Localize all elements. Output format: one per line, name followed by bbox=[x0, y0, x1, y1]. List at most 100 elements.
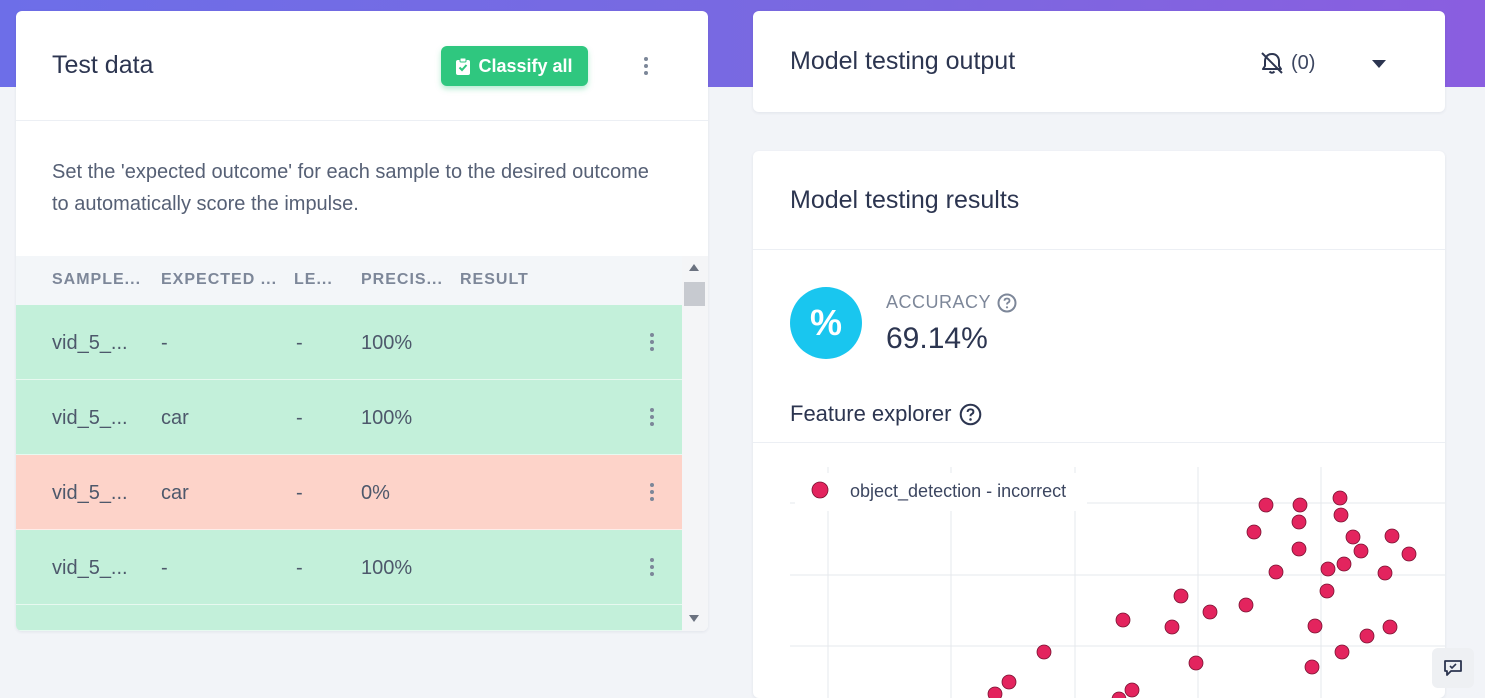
table-row[interactable]: vid_5_... car - 100% bbox=[16, 380, 682, 455]
table-header: SAMPLE... EXPECTED ... LE... PRECIS... R… bbox=[16, 256, 682, 305]
column-header-result[interactable]: RESULT bbox=[460, 271, 529, 288]
chart-legend: object_detection - incorrect bbox=[795, 473, 1087, 511]
table-scrollbar[interactable] bbox=[682, 256, 708, 631]
cell-length: - bbox=[296, 482, 303, 504]
scatter-point[interactable] bbox=[1384, 528, 1400, 544]
feedback-button[interactable] bbox=[1432, 648, 1474, 688]
cell-precision: 100% bbox=[361, 407, 413, 429]
column-header-length[interactable]: LE... bbox=[294, 271, 333, 288]
scatter-point[interactable] bbox=[1291, 541, 1307, 557]
scatter-point[interactable] bbox=[1173, 588, 1189, 604]
scatter-point[interactable] bbox=[1359, 628, 1375, 644]
model-testing-results-panel: Model testing results % ACCURACY 69.14% … bbox=[753, 151, 1445, 698]
scroll-up-icon[interactable] bbox=[689, 264, 699, 271]
classify-all-label: Classify all bbox=[478, 55, 573, 76]
notification-count: (0) bbox=[1291, 52, 1316, 74]
cell-expected: - bbox=[161, 557, 168, 579]
accuracy-label-row: ACCURACY bbox=[886, 292, 1017, 313]
caret-down-icon[interactable] bbox=[1372, 60, 1386, 68]
scatter-point[interactable] bbox=[1188, 655, 1204, 671]
cell-precision: 100% bbox=[361, 332, 413, 354]
cell-precision: 100% bbox=[361, 557, 413, 579]
accuracy-value: 69.14% bbox=[886, 322, 988, 355]
table-row[interactable]: vid_5_... - - 100% bbox=[16, 305, 682, 380]
scatter-point[interactable] bbox=[1307, 618, 1323, 634]
cell-expected: - bbox=[161, 332, 168, 354]
row-menu-icon[interactable] bbox=[642, 481, 662, 503]
model-testing-output-panel: Model testing output (0) bbox=[753, 11, 1445, 112]
row-menu-icon[interactable] bbox=[642, 406, 662, 428]
scatter-point[interactable] bbox=[1333, 507, 1349, 523]
question-circle-icon[interactable] bbox=[959, 403, 982, 426]
scatter-point[interactable] bbox=[1001, 674, 1017, 690]
scatter-point[interactable] bbox=[1238, 597, 1254, 613]
scatter-point[interactable] bbox=[1334, 644, 1350, 660]
scatter-point[interactable] bbox=[1291, 514, 1307, 530]
scatter-point[interactable] bbox=[1292, 497, 1308, 513]
test-data-header: Test data Classify all bbox=[16, 11, 708, 121]
scatter-point[interactable] bbox=[1382, 619, 1398, 635]
row-menu-icon[interactable] bbox=[642, 556, 662, 578]
cell-sample: vid_5_... bbox=[52, 407, 128, 429]
scatter-point[interactable] bbox=[1111, 691, 1127, 698]
feature-explorer-title-row: Feature explorer bbox=[790, 401, 982, 427]
table-row[interactable]: vid_5_... car - 0% bbox=[16, 455, 682, 530]
cell-sample: vid_5_... bbox=[52, 557, 128, 579]
cell-length: - bbox=[296, 557, 303, 579]
cell-expected: car bbox=[161, 407, 189, 429]
table-row[interactable]: vid_5_... - - 100% bbox=[16, 530, 682, 605]
row-menu-icon[interactable] bbox=[642, 331, 662, 353]
scatter-point[interactable] bbox=[1320, 561, 1336, 577]
scatter-point[interactable] bbox=[1336, 556, 1352, 572]
scatter-point[interactable] bbox=[987, 686, 1003, 698]
accuracy-label: ACCURACY bbox=[886, 292, 992, 312]
model-testing-results-title: Model testing results bbox=[790, 186, 1020, 214]
scatter-point[interactable] bbox=[1246, 524, 1262, 540]
model-testing-results-header: Model testing results bbox=[753, 151, 1445, 250]
scatter-point[interactable] bbox=[1115, 612, 1131, 628]
test-data-description: Set the 'expected outcome' for each samp… bbox=[52, 161, 649, 215]
scatter-point[interactable] bbox=[1353, 543, 1369, 559]
scroll-down-icon[interactable] bbox=[689, 615, 699, 622]
cell-precision: 0% bbox=[361, 482, 390, 504]
legend-background bbox=[795, 473, 1087, 511]
scatter-point[interactable] bbox=[1304, 659, 1320, 675]
test-samples-table: SAMPLE... EXPECTED ... LE... PRECIS... R… bbox=[16, 256, 708, 631]
legend-label[interactable]: object_detection - incorrect bbox=[850, 481, 1066, 502]
scatter-point[interactable] bbox=[1036, 644, 1052, 660]
chart-points bbox=[987, 490, 1417, 698]
scatter-point[interactable] bbox=[1345, 529, 1361, 545]
legend-marker[interactable] bbox=[811, 481, 829, 499]
cell-length: - bbox=[296, 332, 303, 354]
chat-feedback-icon bbox=[1444, 660, 1462, 676]
scatter-point[interactable] bbox=[1258, 497, 1274, 513]
cell-sample: vid_5_... bbox=[52, 482, 128, 504]
scatter-point[interactable] bbox=[1319, 583, 1335, 599]
column-header-sample[interactable]: SAMPLE... bbox=[52, 271, 142, 288]
column-header-expected[interactable]: EXPECTED ... bbox=[161, 271, 278, 288]
scatter-point[interactable] bbox=[1332, 490, 1348, 506]
scatter-point[interactable] bbox=[1401, 546, 1417, 562]
scatter-point[interactable] bbox=[1164, 619, 1180, 635]
classify-all-button[interactable]: Classify all bbox=[441, 46, 588, 86]
cell-sample: vid_5_... bbox=[52, 332, 128, 354]
scroll-thumb[interactable] bbox=[684, 282, 705, 306]
table-row[interactable] bbox=[16, 605, 682, 631]
scatter-point[interactable] bbox=[1124, 682, 1140, 698]
test-data-menu-icon[interactable] bbox=[636, 55, 656, 77]
scatter-point[interactable] bbox=[1202, 604, 1218, 620]
divider bbox=[753, 442, 1445, 443]
accuracy-percent-icon: % bbox=[790, 287, 862, 359]
clipboard-check-icon bbox=[456, 57, 471, 75]
question-circle-icon[interactable] bbox=[997, 293, 1017, 313]
model-testing-output-title: Model testing output bbox=[790, 47, 1016, 75]
scatter-point[interactable] bbox=[1377, 565, 1393, 581]
scatter-point[interactable] bbox=[1268, 564, 1284, 580]
column-header-precision[interactable]: PRECIS... bbox=[361, 271, 443, 288]
bell-off-icon[interactable] bbox=[1258, 51, 1286, 75]
test-data-title: Test data bbox=[52, 51, 154, 79]
cell-length: - bbox=[296, 407, 303, 429]
cell-expected: car bbox=[161, 482, 189, 504]
feature-explorer-scatter-chart[interactable]: object_detection - incorrect bbox=[753, 467, 1445, 698]
test-data-panel: Test data Classify all Set the 'expected… bbox=[16, 11, 708, 631]
